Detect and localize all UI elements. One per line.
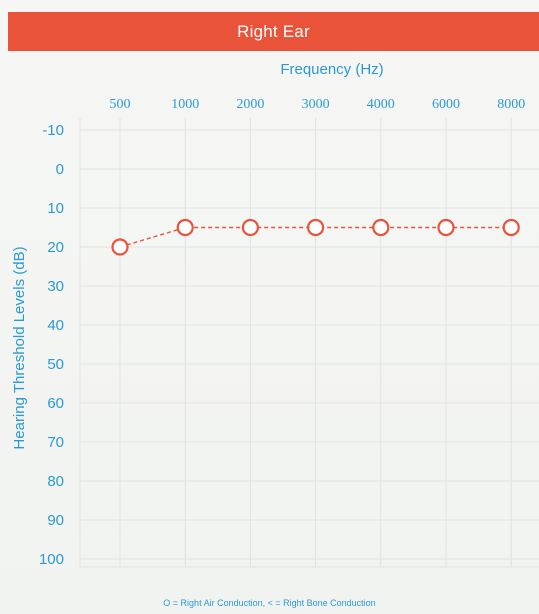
y-tick-label: 100 (39, 551, 64, 568)
data-point-circle (176, 218, 194, 237)
x-ticks: 500 1000 2000 3000 4000 6000 8000 (110, 97, 526, 112)
chart-title: Right Ear (237, 21, 310, 41)
data-point-circle (437, 218, 455, 237)
y-tick-label: 80 (47, 473, 64, 490)
data-point-circle (372, 218, 390, 237)
y-axis-label: Hearing Threshold Levels (dB) (11, 246, 28, 449)
y-tick-label: -10 (42, 122, 64, 139)
y-tick-label: 40 (47, 317, 64, 334)
x-tick-label: 2000 (236, 97, 264, 112)
x-tick-label: 3000 (302, 97, 330, 112)
y-tick-label: 90 (47, 512, 64, 529)
y-tick-label: 50 (47, 356, 64, 373)
x-tick-label: 4000 (367, 97, 395, 112)
data-point-circle (241, 218, 259, 237)
y-tick-label: 60 (47, 395, 64, 412)
data-point-circle (111, 238, 129, 256)
data-point-circle (307, 218, 325, 237)
x-tick-label: 1000 (171, 97, 199, 112)
data-point-circle (502, 218, 520, 237)
y-tick-label: 10 (47, 200, 64, 217)
x-axis-label: Frequency (Hz) (280, 61, 383, 78)
x-tick-label: 6000 (432, 97, 460, 112)
legend: O = Right Air Conduction, < = Right Bone… (163, 598, 376, 608)
y-tick-label: 0 (56, 161, 64, 178)
grid (79, 118, 539, 568)
y-tick-label: 20 (47, 239, 64, 256)
y-ticks: -10 0 10 20 30 40 50 60 70 80 90 100 (39, 122, 64, 568)
x-tick-label: 500 (110, 97, 131, 112)
y-tick-label: 70 (47, 434, 64, 451)
series (111, 218, 520, 256)
header-bar: Right Ear (8, 12, 539, 51)
y-tick-label: 30 (47, 278, 64, 295)
x-tick-label: 8000 (497, 97, 525, 112)
